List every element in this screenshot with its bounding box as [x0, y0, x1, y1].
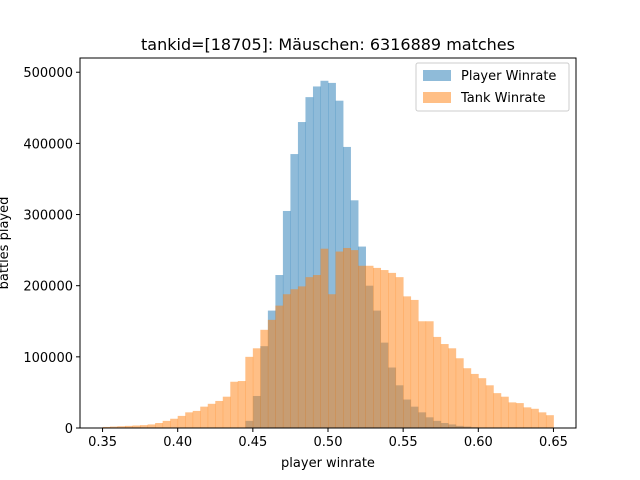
- y-tick-label: 0: [65, 422, 73, 437]
- tank-winrate-bar-37: [380, 270, 389, 428]
- tank-winrate-bar-32: [343, 247, 351, 428]
- tank-winrate-bar-5: [140, 425, 149, 428]
- tank-winrate-bar-26: [297, 286, 306, 428]
- legend-box: [415, 62, 570, 112]
- tank-winrate-bar-40: [403, 296, 412, 428]
- tank-winrate-bar-50: [478, 378, 487, 428]
- player-winrate-bar-26: [297, 122, 306, 429]
- tank-winrate-bar-11: [185, 412, 194, 428]
- tank-winrate-bar-1: [110, 426, 118, 428]
- tank-winrate-bar-9: [170, 418, 179, 428]
- tank-winrate-bar-23: [275, 305, 284, 428]
- tank-winrate-bar-47: [455, 358, 464, 428]
- tank-winrate-bar-15: [215, 400, 224, 428]
- tank-winrate-bar-48: [463, 368, 472, 428]
- player-winrate-bar-28: [312, 86, 321, 428]
- tank-winrate-bar-10: [177, 415, 186, 428]
- player-winrate-bar-30: [328, 82, 336, 429]
- tank-winrate-bar-7: [155, 423, 164, 428]
- tank-winrate-bar-42: [418, 321, 427, 428]
- x-tick-label: 0.40: [163, 435, 192, 450]
- x-tick-label: 0.35: [88, 435, 117, 450]
- legend-label-tank-winrate: Tank Winrate: [460, 91, 545, 106]
- x-tick-label: 0.50: [314, 435, 343, 450]
- tank-winrate-bar-43: [425, 321, 434, 428]
- tank-winrate-bar-38: [388, 272, 397, 428]
- tank-winrate-bar-36: [373, 267, 382, 428]
- tank-winrate-bar-44: [433, 336, 442, 428]
- bars-layer: [102, 80, 554, 429]
- tank-winrate-bar-56: [523, 407, 532, 428]
- y-tick-label: 400000: [23, 137, 73, 152]
- tank-winrate-bar-24: [282, 294, 291, 428]
- tank-winrate-bar-54: [508, 402, 517, 428]
- tank-winrate-bar-34: [358, 265, 366, 428]
- tank-winrate-bar-4: [132, 425, 141, 428]
- tank-winrate-bar-58: [538, 412, 547, 428]
- x-tick-label: 0.45: [238, 435, 267, 450]
- legend-label-player-winrate: Player Winrate: [461, 69, 556, 84]
- player-winrate-bar-27: [305, 97, 314, 428]
- tank-winrate-bar-14: [207, 403, 216, 428]
- tank-winrate-bar-13: [200, 406, 209, 428]
- tank-winrate-bar-45: [440, 344, 449, 428]
- y-tick-label: 200000: [23, 280, 73, 295]
- tank-winrate-bar-49: [470, 373, 479, 428]
- tank-winrate-bar-21: [260, 329, 269, 428]
- tank-winrate-bar-52: [493, 393, 502, 428]
- chart-title: tankid=[18705]: Mäuschen: 6316889 matche…: [141, 35, 515, 54]
- y-axis-label: battles played: [0, 197, 12, 290]
- legend-swatch-tank-winrate: [423, 92, 451, 103]
- y-axis: 0 100000 200000 300000 400000 500000: [23, 66, 80, 437]
- x-tick-label: 0.65: [539, 435, 568, 450]
- x-tick-label: 0.55: [389, 435, 418, 450]
- tank-winrate-bar-18: [237, 381, 246, 428]
- y-tick-label: 500000: [23, 66, 73, 81]
- y-tick-label: 100000: [23, 351, 73, 366]
- tank-winrate-bar-46: [448, 348, 457, 428]
- x-axis: 0.35 0.40 0.45 0.50 0.55 0.60 0.65: [88, 428, 568, 450]
- tank-winrate-bar-0: [102, 426, 111, 428]
- y-tick-label: 300000: [23, 209, 73, 224]
- tank-winrate-bar-16: [222, 396, 231, 428]
- tank-winrate-bar-22: [267, 319, 276, 428]
- tank-winrate-bar-2: [117, 426, 126, 428]
- tank-winrate-bar-30: [328, 294, 336, 428]
- tank-winrate-bar-3: [125, 425, 134, 428]
- legend: Player Winrate Tank Winrate: [415, 62, 570, 112]
- tank-winrate-bar-27: [305, 277, 314, 428]
- tank-winrate-bar-8: [162, 420, 171, 428]
- tank-winrate-bar-33: [350, 250, 359, 428]
- tank-winrate-bar-28: [312, 275, 321, 428]
- tank-winrate-bar-41: [410, 299, 419, 428]
- tank-winrate-bar-17: [230, 381, 239, 428]
- tank-winrate-bar-59: [545, 415, 554, 428]
- tank-winrate-bar-25: [290, 289, 299, 428]
- legend-swatch-player-winrate: [423, 70, 451, 81]
- tank-winrate-bar-29: [320, 248, 329, 428]
- tank-winrate-bar-53: [500, 396, 509, 428]
- x-axis-label: player winrate: [281, 456, 375, 471]
- tank-winrate-bar-12: [192, 410, 201, 428]
- x-tick-label: 0.60: [464, 435, 493, 450]
- tank-winrate-bar-35: [365, 265, 374, 428]
- tank-winrate-bar-57: [530, 408, 539, 428]
- tank-winrate-bar-31: [335, 251, 344, 428]
- tank-winrate-bar-19: [245, 356, 254, 428]
- tank-winrate-bar-39: [395, 277, 404, 428]
- tank-winrate-bar-6: [147, 424, 156, 428]
- tank-winrate-bar-55: [515, 403, 524, 428]
- tank-winrate-bar-20: [252, 348, 261, 428]
- tank-winrate-bar-51: [485, 385, 494, 428]
